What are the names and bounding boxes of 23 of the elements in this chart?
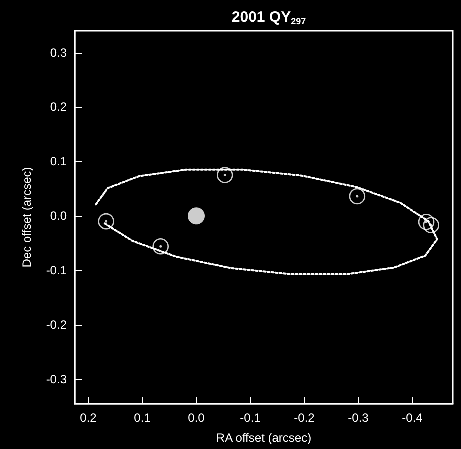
y-tick-label: 0.3 <box>50 46 68 60</box>
point <box>216 167 234 184</box>
y-tick-label: 0.2 <box>50 100 68 114</box>
x-axis-title: RA offset (arcsec) <box>216 431 312 445</box>
x-tick-label: 0.0 <box>188 411 206 425</box>
point <box>418 214 435 230</box>
x-tick-label: 0.2 <box>80 411 98 425</box>
y-tick-label: -0.2 <box>46 318 68 332</box>
point <box>98 213 114 230</box>
y-axis-title: Dec offset (arcsec) <box>20 167 34 268</box>
x-tick-label: -0.1 <box>240 411 262 425</box>
line-series <box>95 168 438 276</box>
y-tick-label: 0.1 <box>50 154 68 169</box>
x-tick-label: -0.2 <box>294 411 316 425</box>
x-tick-label: 0.1 <box>134 411 152 425</box>
y-tick-label: -0.1 <box>46 264 68 278</box>
point <box>152 238 169 255</box>
x-tick-label: -0.4 <box>402 411 424 425</box>
x-tick-label: -0.3 <box>348 411 370 425</box>
y-tick-label: -0.3 <box>46 372 68 386</box>
point <box>349 188 366 205</box>
point <box>423 217 440 234</box>
y-tick-label: 0.0 <box>50 209 68 224</box>
